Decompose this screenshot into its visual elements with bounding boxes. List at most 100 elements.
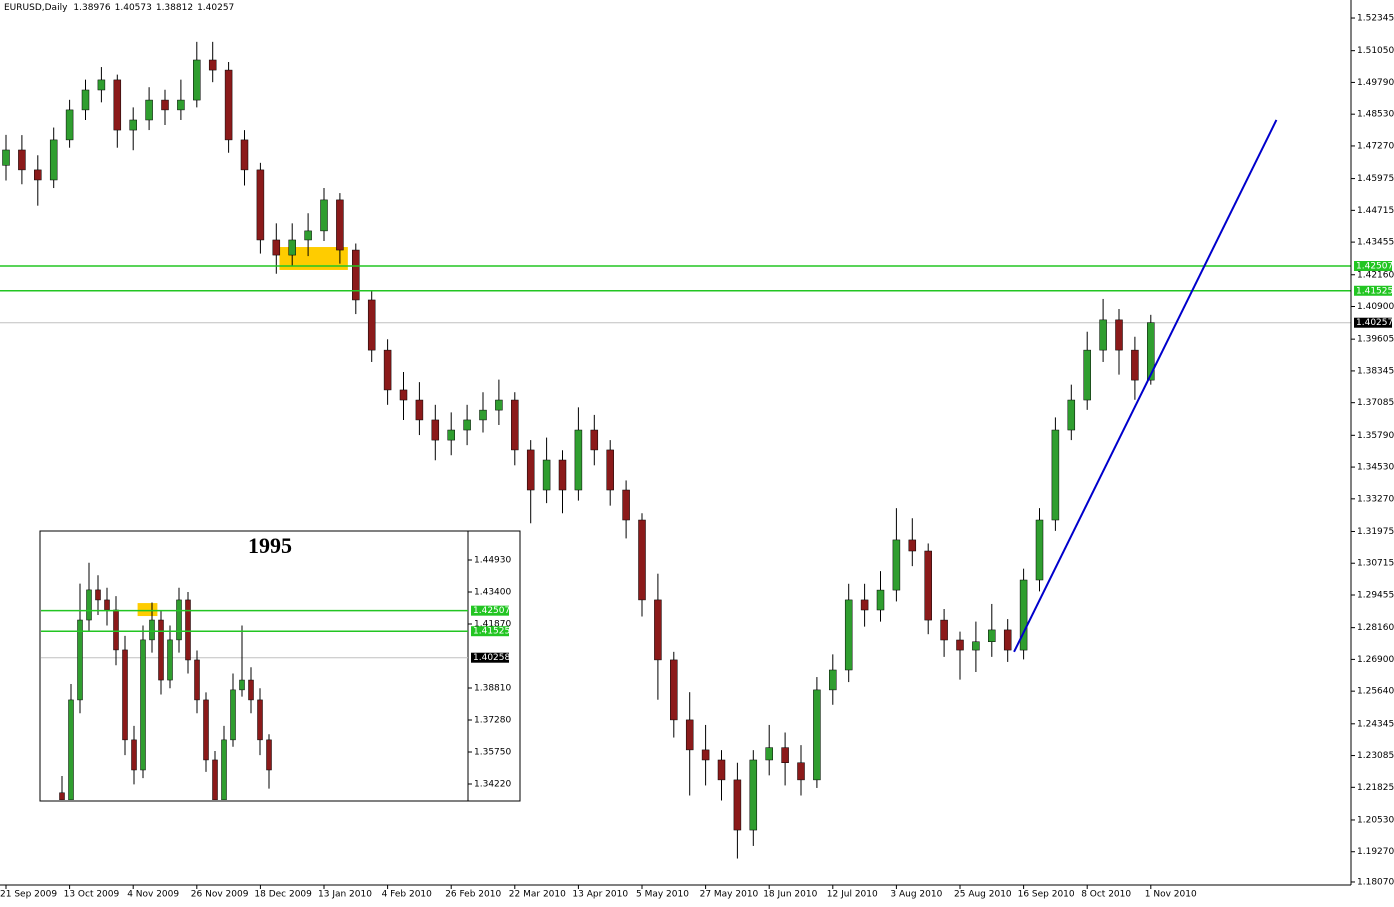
candle-body xyxy=(622,489,630,521)
symbol: EURUSD,Daily xyxy=(4,3,68,13)
candle-body xyxy=(221,739,227,800)
highlight-box xyxy=(279,247,348,270)
y-tick-label: 1.33270 xyxy=(1357,494,1394,504)
candle-body xyxy=(701,749,710,761)
y-tick-label: 1.35790 xyxy=(1357,431,1394,441)
x-tick-label: 5 May 2010 xyxy=(636,890,689,900)
main-plot xyxy=(0,41,1351,859)
y-tick-label: 1.30715 xyxy=(1357,559,1394,569)
x-tick-label: 18 Dec 2009 xyxy=(254,890,312,900)
candle-body xyxy=(185,599,191,661)
candle-body xyxy=(860,599,869,611)
y-tick-label: 1.25640 xyxy=(1357,687,1394,697)
level-label: 1.42507 xyxy=(473,606,510,616)
y-tick-label: 1.19270 xyxy=(1357,847,1394,857)
candle-body xyxy=(606,449,614,491)
candle-body xyxy=(733,779,742,831)
candle-body xyxy=(304,230,312,241)
candle-body xyxy=(129,119,137,131)
level-label-box xyxy=(471,605,509,616)
y-tick-label: 1.37280 xyxy=(474,715,511,725)
y-tick-label: 1.47270 xyxy=(1357,141,1394,151)
level-label-box xyxy=(471,626,509,637)
x-tick-label: 27 May 2010 xyxy=(700,890,759,900)
x-tick-label: 21 Sep 2009 xyxy=(0,890,57,900)
candle-body xyxy=(892,539,901,591)
candle-body xyxy=(272,239,281,256)
inset-frame xyxy=(39,530,521,802)
candle-body xyxy=(131,739,137,771)
x-tick-label: 4 Feb 2010 xyxy=(382,890,433,900)
candle-body xyxy=(749,759,758,831)
candle-body xyxy=(876,589,885,611)
candle-body xyxy=(972,641,980,651)
y-tick-label: 1.44715 xyxy=(1357,206,1394,216)
level-label: 1.42507 xyxy=(1356,262,1393,272)
candle-body xyxy=(167,639,173,681)
candle-body xyxy=(49,139,58,181)
candle-body xyxy=(113,609,119,651)
y-tick-label: 1.52345 xyxy=(1357,14,1394,24)
candle-body xyxy=(940,619,948,641)
y-tick-label: 1.38345 xyxy=(1357,366,1394,376)
inset-title: 1995 xyxy=(248,533,292,558)
candle-body xyxy=(239,679,245,691)
candle-body xyxy=(924,550,932,621)
y-tick-label: 1.23085 xyxy=(1357,751,1394,761)
y-tick-label: 1.40900 xyxy=(1357,302,1394,312)
candle-body xyxy=(224,69,233,141)
candle-body xyxy=(670,659,678,721)
last-price-box xyxy=(1354,317,1392,328)
candle-body xyxy=(765,747,773,761)
x-tick-label: 13 Jan 2010 xyxy=(318,890,372,900)
candle-body xyxy=(18,149,26,171)
candle-body xyxy=(415,399,424,421)
candle-body xyxy=(1003,629,1012,651)
candle-body xyxy=(230,689,236,741)
candle-body xyxy=(113,79,122,131)
candle-body xyxy=(1083,349,1091,401)
candle-body xyxy=(479,409,487,421)
y-tick-label: 1.48530 xyxy=(1357,110,1394,120)
candle-body xyxy=(574,429,583,491)
candle-body xyxy=(288,239,296,256)
y-tick-label: 1.18070 xyxy=(1357,877,1394,887)
candle-body xyxy=(367,299,376,351)
candle-body xyxy=(149,619,155,641)
candle-body xyxy=(511,399,519,451)
y-tick-label: 1.42160 xyxy=(1357,270,1394,280)
candle-body xyxy=(463,419,471,431)
candle-body xyxy=(1019,579,1028,651)
candle-body xyxy=(542,459,551,491)
header: EURUSD,Daily 1.38976 1.40573 1.38812 1.40257 xyxy=(4,3,234,13)
y-tick-label: 1.35750 xyxy=(474,747,511,757)
candle-body xyxy=(59,792,65,800)
candle-body xyxy=(81,89,90,111)
candle-body xyxy=(813,689,821,781)
x-tick-label: 13 Oct 2009 xyxy=(64,890,120,900)
candle-body xyxy=(526,449,535,491)
candle-body xyxy=(256,169,265,241)
candle-body xyxy=(212,759,218,800)
y-tick-label: 1.49790 xyxy=(1357,78,1394,88)
candle-body xyxy=(590,429,599,451)
candle-body xyxy=(1067,399,1076,431)
y-tick-label: 1.41870 xyxy=(474,619,511,629)
candle-body xyxy=(495,399,503,411)
y-tick-label: 1.39605 xyxy=(1357,335,1394,345)
y-tick-label: 1.51050 xyxy=(1357,46,1394,56)
y-tick-label: 1.43400 xyxy=(474,587,511,597)
last-price-label: 1.40258 xyxy=(473,653,510,663)
highlight-box xyxy=(137,603,158,617)
x-tick-label: 13 Apr 2010 xyxy=(572,890,628,900)
header-close: 1.40257 xyxy=(197,3,234,13)
candle-body xyxy=(177,99,185,111)
y-tick-label: 1.28160 xyxy=(1357,623,1394,633)
y-tick-label: 1.24345 xyxy=(1357,719,1394,729)
x-tick-label: 26 Feb 2010 xyxy=(445,890,501,900)
y-tick-label: 1.44930 xyxy=(474,555,511,565)
candle-body xyxy=(383,349,392,391)
candle-body xyxy=(68,699,74,800)
x-tick-label: 1 Nov 2010 xyxy=(1145,890,1197,900)
candle-body xyxy=(97,79,106,91)
